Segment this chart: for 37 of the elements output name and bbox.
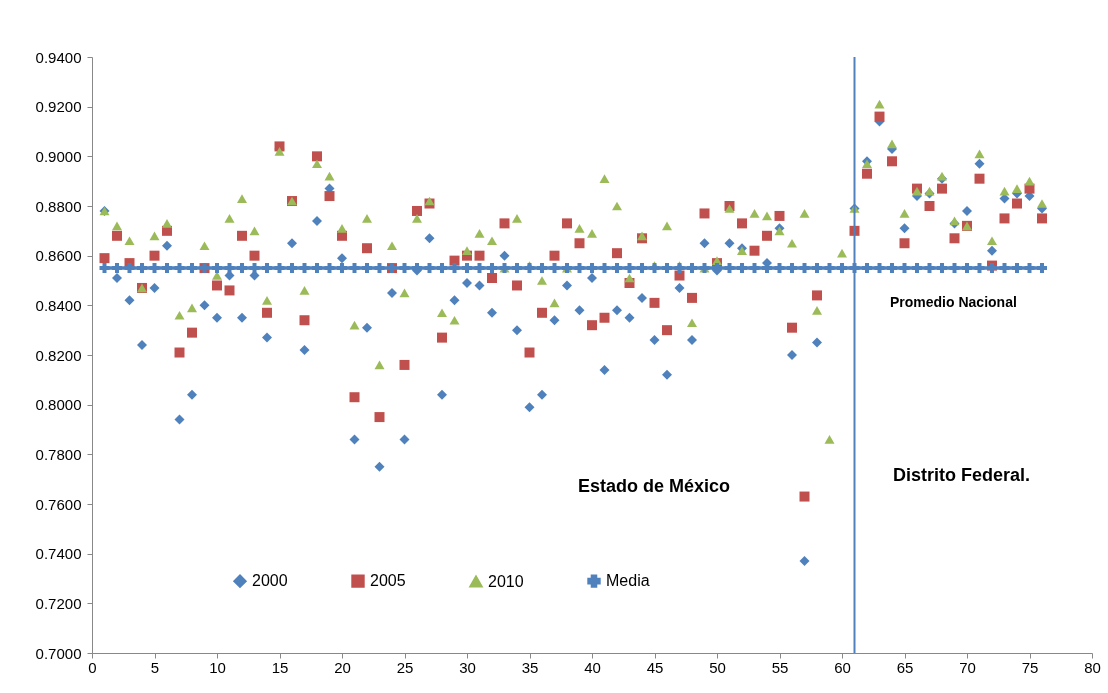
y-tick-label: 0.8600 <box>35 247 82 265</box>
annotation: Distrito Federal. <box>893 465 1031 485</box>
y-tick-label: 0.7400 <box>35 545 82 563</box>
y-tick-label: 0.9200 <box>35 98 82 116</box>
x-tick-label: 0 <box>88 658 97 676</box>
y-tick-label: 0.9400 <box>35 48 82 66</box>
legend-label: 2010 <box>488 572 524 590</box>
x-tick-label: 40 <box>584 658 601 676</box>
y-tick-label: 0.8200 <box>35 346 82 364</box>
x-tick-label: 5 <box>150 658 160 676</box>
legend-label: 2005 <box>370 572 406 590</box>
y-tick-label: 0.9000 <box>35 147 82 165</box>
x-tick-label: 20 <box>334 658 351 676</box>
y-tick-label: 0.8400 <box>35 296 82 314</box>
x-tick-label: 75 <box>1021 658 1039 676</box>
y-tick-label: 0.7600 <box>35 495 82 513</box>
annotation: Estado de México <box>578 476 731 496</box>
x-tick-label: 80 <box>1084 658 1101 676</box>
x-tick-label: 30 <box>459 658 476 676</box>
x-tick-label: 50 <box>709 658 726 676</box>
y-tick-label: 0.7800 <box>35 445 82 463</box>
x-tick-label: 25 <box>396 658 414 676</box>
x-tick-label: 45 <box>646 658 664 676</box>
y-tick-label: 0.7200 <box>35 594 82 612</box>
x-tick-label: 70 <box>959 658 976 676</box>
x-tick-label: 15 <box>271 658 289 676</box>
legend-label: Media <box>606 572 650 590</box>
x-tick-label: 55 <box>771 658 789 676</box>
x-tick-label: 10 <box>209 658 226 676</box>
x-tick-label: 35 <box>521 658 539 676</box>
y-tick-label: 0.8000 <box>35 396 82 414</box>
x-tick-label: 60 <box>834 658 851 676</box>
annotation: Promedio Nacional <box>890 294 1017 310</box>
legend-label: 2000 <box>252 572 288 590</box>
x-tick-label: 65 <box>896 658 914 676</box>
y-tick-label: 0.8800 <box>35 197 82 215</box>
y-tick-label: 0.7000 <box>35 644 82 662</box>
